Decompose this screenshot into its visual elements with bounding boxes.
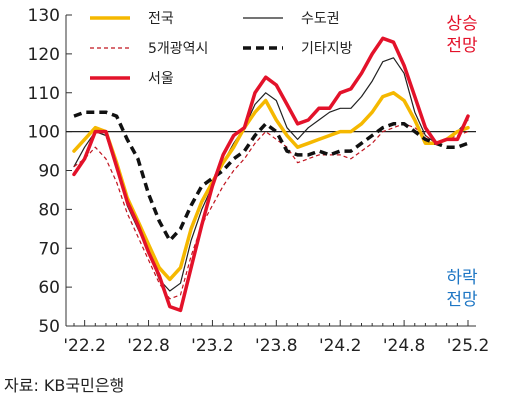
annotation-up-line1: 상승 xyxy=(446,14,477,34)
series-line-3 xyxy=(73,110,469,243)
annotations: 상승 전망 하락 전망 xyxy=(446,14,478,310)
x-tick-label: '25.2 xyxy=(447,336,490,356)
series-layer xyxy=(72,36,470,313)
series-line-1 xyxy=(73,57,469,292)
x-tick-label: '22.8 xyxy=(127,336,170,356)
series-line-0 xyxy=(72,91,470,282)
legend-label: 서울 xyxy=(148,71,174,87)
y-tick-label: 100 xyxy=(28,123,60,143)
annotation-up-line2: 전망 xyxy=(446,36,478,56)
x-tick-label: '24.2 xyxy=(319,336,362,356)
y-tick-label: 80 xyxy=(38,200,60,220)
y-tick-label: 120 xyxy=(28,45,60,65)
y-tick-label: 50 xyxy=(38,317,60,337)
legend-label: 기타지방 xyxy=(301,41,353,57)
y-tick-label: 110 xyxy=(28,84,60,104)
x-tick-label: '22.2 xyxy=(63,336,106,356)
y-tick-label: 70 xyxy=(38,239,60,259)
x-tick-label: '23.8 xyxy=(255,336,298,356)
legend-label: 전국 xyxy=(148,11,174,27)
x-axis: '22.2 '22.8 '23.2 '23.8 '24.2 '24.8 '25.2 xyxy=(63,320,489,356)
legend-label: 수도권 xyxy=(301,11,340,27)
y-axis: 50 60 70 80 90 100 110 120 130 xyxy=(28,6,72,337)
y-tick-label: 130 xyxy=(28,6,60,26)
y-tick-label: 90 xyxy=(38,162,60,182)
source-note: 자료: KB국민은행 xyxy=(4,376,125,395)
legend-label: 5개광역시 xyxy=(148,41,208,57)
x-tick-label: '23.2 xyxy=(191,336,234,356)
x-tick-label: '24.8 xyxy=(383,336,426,356)
annotation-down-line2: 전망 xyxy=(446,290,478,310)
annotation-down-line1: 하락 xyxy=(446,268,478,288)
series-line-4 xyxy=(72,36,470,313)
y-tick-label: 60 xyxy=(38,278,60,298)
